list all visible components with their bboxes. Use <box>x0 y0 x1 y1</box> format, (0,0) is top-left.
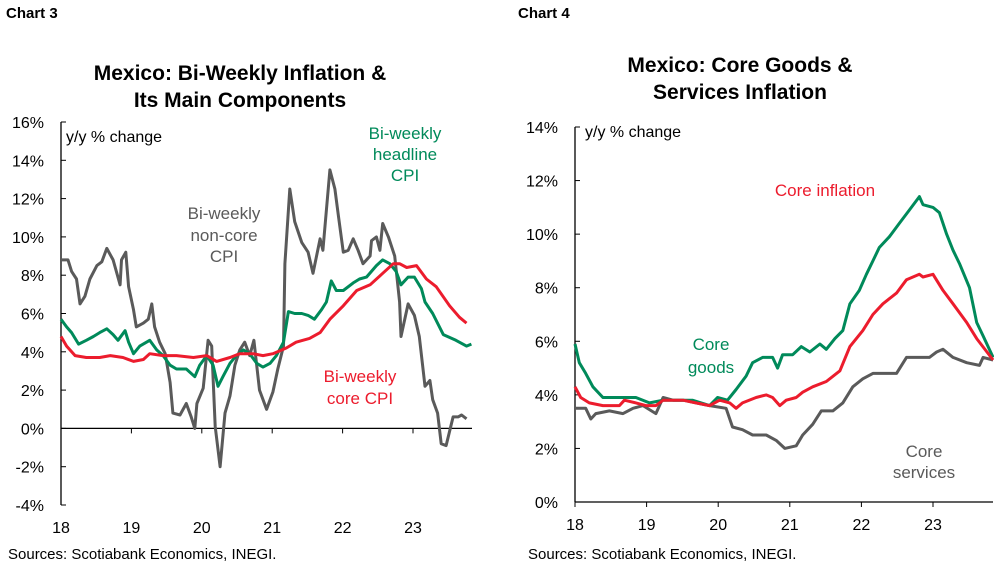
chart-4-title-line-1: Mexico: Core Goods & <box>627 54 853 77</box>
chart-4-x-tick-label: 21 <box>781 517 799 534</box>
chart-3-y-tick-label: -4% <box>16 498 44 515</box>
chart-4-y-tick-label: 6% <box>535 334 558 351</box>
chart-3-x-tick-label: 18 <box>52 520 70 537</box>
chart-4-y-tick-label: 14% <box>526 120 558 137</box>
chart-4-series-label-core-inflation: Core inflation <box>775 181 875 200</box>
chart-4-y-tick-label: 0% <box>535 495 558 512</box>
chart-3-series-label-bi-weekly-non-core-cpi: Bi-weekly <box>188 204 261 223</box>
chart-3-series-label-bi-weekly-headline-cpi: Bi-weekly <box>369 124 442 143</box>
chart-3-series-label-bi-weekly-headline-cpi: CPI <box>391 166 419 185</box>
chart-4-x-tick-label: 20 <box>709 517 727 534</box>
chart-3-y-tick-label: 0% <box>21 421 44 438</box>
chart-3-series-label-bi-weekly-headline-cpi: headline <box>373 145 437 164</box>
chart-4-title: Mexico: Core Goods & Services Inflation <box>540 52 940 106</box>
chart-4-x-tick-label: 18 <box>566 517 584 534</box>
chart-4-y-tick-label: 12% <box>526 174 558 191</box>
chart-4-y-tick-label: 10% <box>526 227 558 244</box>
chart-3-series-label-bi-weekly-non-core-cpi: CPI <box>210 247 238 266</box>
chart-3-y-tick-label: -2% <box>16 460 44 477</box>
chart-3-x-tick-label: 19 <box>123 520 141 537</box>
chart-3-title-line-1: Mexico: Bi-Weekly Inflation & <box>93 62 387 85</box>
chart-4-series-label-core-services: services <box>893 463 955 482</box>
chart-4-line-core-inflation <box>573 272 994 410</box>
chart-3-x-tick-label: 21 <box>263 520 281 537</box>
chart-3-y-tick-label: 8% <box>21 268 44 285</box>
chart-3-y-tick-label: 14% <box>12 153 44 170</box>
chart-4-y-tick-label: 4% <box>535 388 558 405</box>
chart-3-x-tick-label: 23 <box>404 520 422 537</box>
chart-3-x-tick-label: 22 <box>334 520 352 537</box>
chart-3-series-label-bi-weekly-core-cpi: core CPI <box>327 389 393 408</box>
chart-4-y-tick-label: 8% <box>535 281 558 298</box>
chart-4-series-label-core-goods: goods <box>688 358 734 377</box>
chart-3-title: Mexico: Bi-Weekly Inflation & Its Main C… <box>40 60 440 114</box>
chart-4-series-label-core-goods: Core <box>693 335 730 354</box>
chart-3-y-tick-label: 12% <box>12 192 44 209</box>
chart-3-y-tick-label: 4% <box>21 345 44 362</box>
chart-3-label: Chart 3 <box>6 5 58 22</box>
chart-4-y-tick-label: 2% <box>535 441 558 458</box>
chart-4-title-line-2: Services Inflation <box>653 81 827 104</box>
chart-3-source: Sources: Scotiabank Economics, INEGI. <box>8 546 277 563</box>
chart-3-line-bi-weekly-non-core-cpi <box>61 168 468 469</box>
chart-3-series-label-bi-weekly-core-cpi: Bi-weekly <box>324 367 397 386</box>
chart-4-x-tick-label: 22 <box>853 517 871 534</box>
chart-4-y-axis-label: y/y % change <box>585 124 681 141</box>
chart-3-y-tick-label: 6% <box>21 307 44 324</box>
chart-3-x-tick-label: 20 <box>193 520 211 537</box>
chart-4-line-core-services <box>575 347 994 450</box>
chart-3-y-tick-label: 10% <box>12 230 44 247</box>
chart-4-source: Sources: Scotiabank Economics, INEGI. <box>528 546 797 563</box>
chart-3-line-bi-weekly-headline-cpi <box>59 258 472 388</box>
chart-3-y-tick-label: 16% <box>12 115 44 132</box>
chart-4-line-core-goods <box>573 195 994 408</box>
chart-3-y-tick-label: 2% <box>21 383 44 400</box>
chart-4-label: Chart 4 <box>518 5 570 22</box>
chart-4-x-tick-label: 19 <box>638 517 656 534</box>
chart-3-title-line-2: Its Main Components <box>133 89 347 112</box>
chart-3-line-bi-weekly-core-cpi <box>59 262 468 363</box>
chart-4-x-tick-label: 23 <box>924 517 942 534</box>
chart-3-series-label-bi-weekly-non-core-cpi: non-core <box>190 226 257 245</box>
chart-3-y-axis-label: y/y % change <box>66 129 162 146</box>
chart-4-series-label-core-services: Core <box>906 442 943 461</box>
